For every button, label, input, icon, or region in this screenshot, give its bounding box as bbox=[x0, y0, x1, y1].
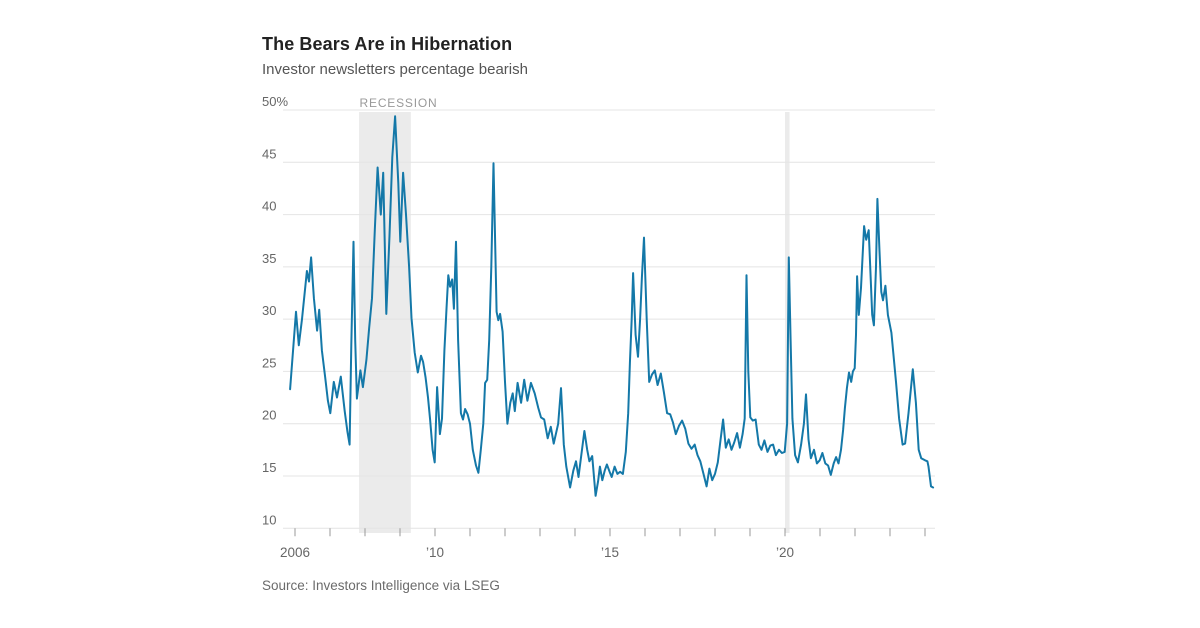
y-axis-label: 40 bbox=[262, 199, 276, 214]
y-axis-label: 30 bbox=[262, 303, 276, 318]
bearish-series-line bbox=[289, 115, 935, 497]
y-axis-label: 20 bbox=[262, 408, 276, 423]
y-axis-label: 15 bbox=[262, 460, 276, 475]
y-axis-label: 45 bbox=[262, 146, 276, 161]
chart-subtitle: Investor newsletters percentage bearish bbox=[262, 61, 528, 78]
y-axis-label: 50% bbox=[262, 94, 288, 109]
recession-label: RECESSION bbox=[360, 96, 438, 110]
x-axis-label: ’10 bbox=[426, 545, 444, 560]
y-axis-label: 10 bbox=[262, 512, 276, 527]
x-axis-label: ’15 bbox=[601, 545, 619, 560]
y-axis-label: 25 bbox=[262, 355, 276, 370]
source-note: Source: Investors Intelligence via LSEG bbox=[262, 578, 500, 593]
x-axis-label: ’20 bbox=[776, 545, 794, 560]
page-title: The Bears Are in Hibernation bbox=[262, 34, 513, 54]
x-axis-label: 2006 bbox=[280, 545, 310, 560]
y-axis-label: 35 bbox=[262, 251, 276, 266]
